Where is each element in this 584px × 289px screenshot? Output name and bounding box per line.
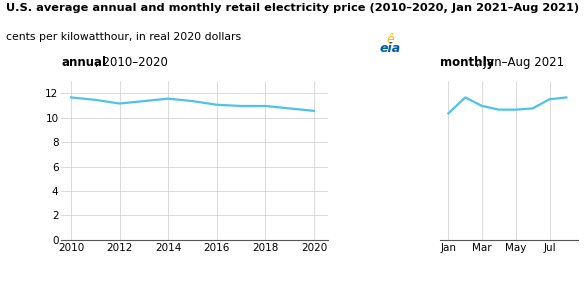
Text: , Jan–Aug 2021: , Jan–Aug 2021	[476, 56, 564, 69]
Text: , 2010–2020: , 2010–2020	[95, 56, 168, 69]
Text: annual: annual	[61, 56, 106, 69]
Text: U.S. average annual and monthly retail electricity price (2010–2020, Jan 2021–Au: U.S. average annual and monthly retail e…	[6, 3, 579, 13]
Text: monthly: monthly	[440, 56, 494, 69]
Text: eia: eia	[380, 42, 401, 55]
Text: cents per kilowatthour, in real 2020 dollars: cents per kilowatthour, in real 2020 dol…	[6, 32, 241, 42]
Text: ê: ê	[386, 33, 394, 46]
